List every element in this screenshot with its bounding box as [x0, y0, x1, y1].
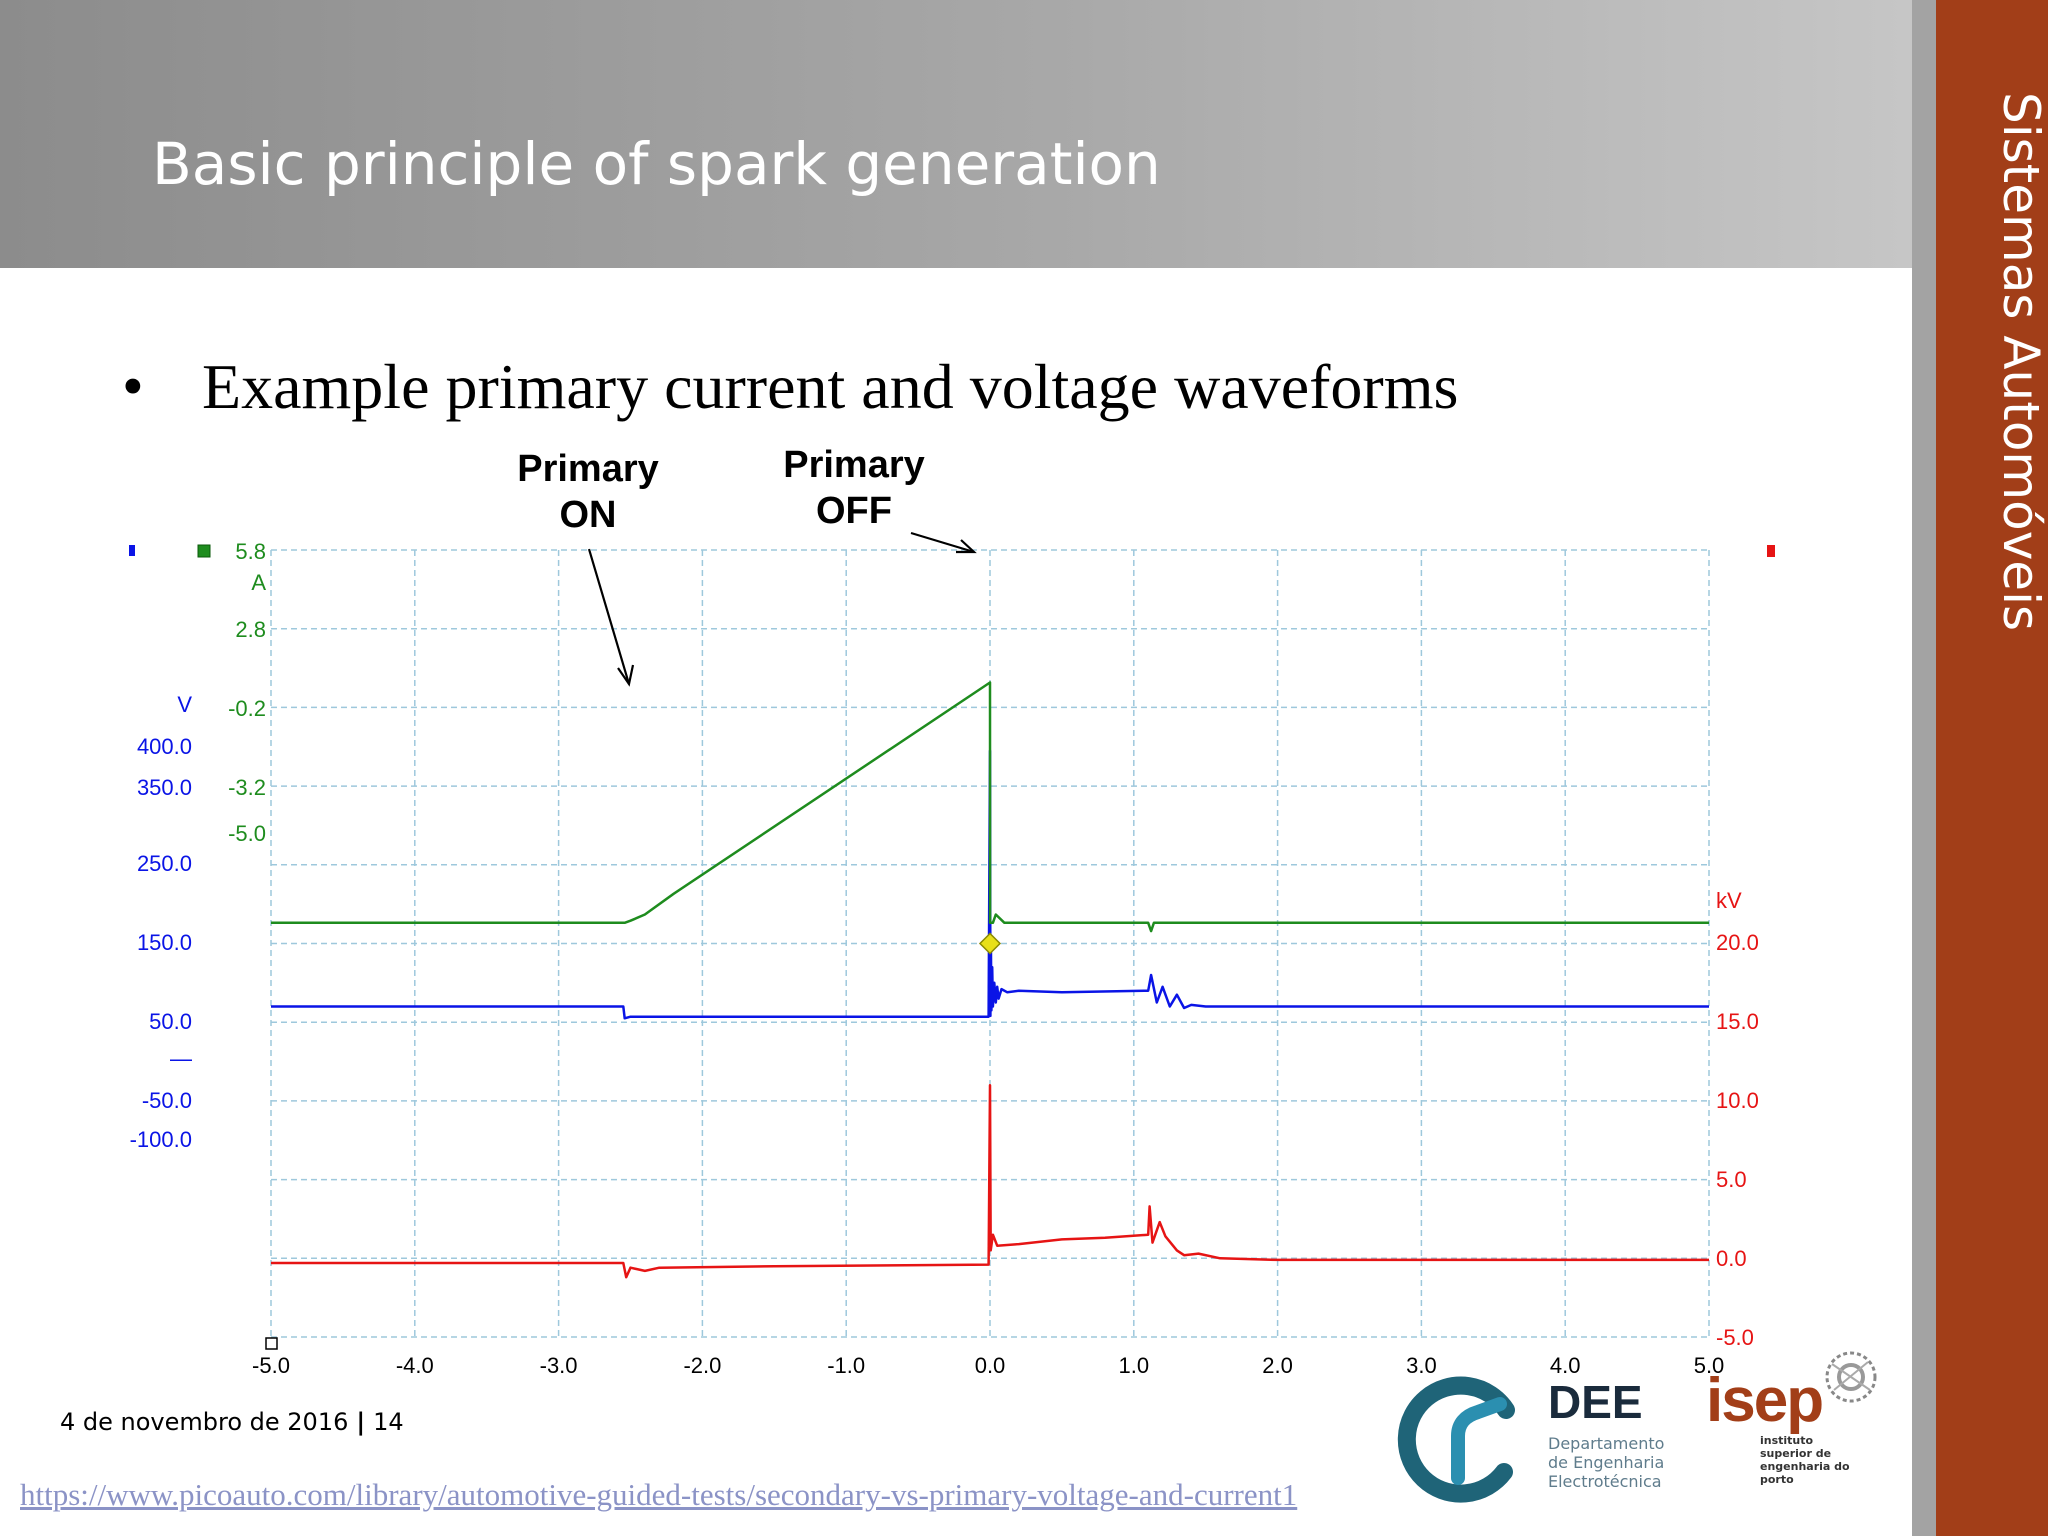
- x-tick-label: 0.0: [975, 1353, 1006, 1378]
- callout-off-arrow-head: [956, 539, 977, 554]
- x-tick-label: -1.0: [827, 1353, 865, 1378]
- secondary-tick-label: 0.0: [1716, 1246, 1747, 1271]
- bullet-marker: •: [122, 353, 144, 421]
- voltage-tick-label: 150.0: [137, 930, 192, 955]
- current-tick-label: -5.0: [228, 821, 266, 846]
- x-tick-label: -3.0: [540, 1353, 578, 1378]
- secondary-voltage-line: [271, 1083, 1709, 1279]
- voltage-tick-label: -50.0: [142, 1088, 192, 1113]
- callout-on-line2: ON: [559, 494, 617, 536]
- callout-off-arrow-line: [910, 531, 975, 554]
- x-tick-label: 1.0: [1119, 1353, 1150, 1378]
- isep-line-1: instituto: [1760, 1434, 1814, 1447]
- current-tick-label: -3.2: [228, 775, 266, 800]
- voltage-tick-label: 400.0: [137, 734, 192, 759]
- trigger-marker: [978, 932, 1002, 955]
- callout-off-line2: OFF: [816, 490, 892, 532]
- page-number: 14: [373, 1408, 404, 1436]
- bullet-text: Example primary current and voltage wave…: [202, 351, 1459, 422]
- chart-decorations: [129, 531, 1775, 1350]
- chart-grid: [270, 549, 1710, 1338]
- isep-line-2: superior de: [1760, 1447, 1832, 1460]
- voltage-tick-label: 250.0: [137, 851, 192, 876]
- secondary-tick-label: kV: [1716, 888, 1742, 913]
- isep-crest-icon: [1825, 1351, 1877, 1403]
- voltage-tick-label: V: [177, 692, 192, 717]
- secondary-tick-label: 20.0: [1716, 930, 1759, 955]
- callout-primary-off: Primary OFF: [774, 442, 934, 534]
- current-channel-marker: [197, 544, 211, 558]
- dee-logo: DEE Departamento de Engenharia Electroté…: [1548, 1378, 1664, 1491]
- current-tick-label: A: [251, 570, 266, 595]
- secondary-channel-marker: [1767, 545, 1775, 557]
- x-tick-label: 5.0: [1694, 1353, 1725, 1378]
- x-tick-label: 2.0: [1262, 1353, 1293, 1378]
- x-tick-label: -4.0: [396, 1353, 434, 1378]
- dee-line-2: de Engenharia: [1548, 1453, 1665, 1472]
- x-tick-label: 4.0: [1550, 1353, 1581, 1378]
- secondary-axis-ticks: kV 20.0 15.0 10.0 5.0 0.0 -5.0: [1716, 888, 1759, 1350]
- title-bar: Basic principle of spark generation: [0, 0, 1912, 268]
- voltage-axis-ticks: V 400.0 350.0 250.0 150.0 50.0 — -50.0 -100.0: [130, 692, 193, 1152]
- side-band: [1936, 0, 2048, 1536]
- dee-line-1: Departamento: [1548, 1434, 1665, 1453]
- voltage-tick-label: —: [170, 1046, 192, 1071]
- origin-marker: [265, 1337, 278, 1350]
- current-tick-label: 2.8: [235, 617, 266, 642]
- side-divider: [1912, 0, 1936, 1536]
- current-axis-ticks: 5.8 A 2.8 -0.2 -3.2 -5.0: [228, 539, 266, 846]
- current-tick-label: -0.2: [228, 696, 266, 721]
- secondary-tick-label: -5.0: [1716, 1325, 1754, 1350]
- isep-logo: isep instituto superior de engenharia do…: [1706, 1366, 1850, 1487]
- x-tick-label: -2.0: [683, 1353, 721, 1378]
- voltage-tick-label: 350.0: [137, 775, 192, 800]
- callout-on-arrow-head: [617, 664, 635, 687]
- footer-date: 4 de novembro de 2016: [60, 1408, 349, 1436]
- dee-name: DEE: [1548, 1376, 1643, 1428]
- dee-logo-icon: [1397, 1376, 1515, 1503]
- footer: 4 de novembro de 2016 | 14: [60, 1408, 404, 1436]
- voltage-channel-marker: [129, 545, 135, 556]
- x-tick-label: 3.0: [1406, 1353, 1437, 1378]
- callout-off-line1: Primary: [783, 444, 925, 486]
- isep-name: isep: [1706, 1366, 1824, 1435]
- primary-current-line: [271, 681, 1709, 933]
- voltage-tick-label: -100.0: [130, 1127, 192, 1152]
- dee-line-3: Electrotécnica: [1548, 1472, 1662, 1491]
- secondary-tick-label: 5.0: [1716, 1167, 1747, 1192]
- secondary-tick-label: 15.0: [1716, 1009, 1759, 1034]
- current-tick-label: 5.8: [235, 539, 266, 564]
- callout-primary-on: Primary ON: [508, 446, 668, 538]
- callout-on-line1: Primary: [517, 448, 659, 490]
- slide-title: Basic principle of spark generation: [152, 130, 1161, 198]
- footer-separator: |: [356, 1408, 366, 1436]
- voltage-tick-label: 50.0: [149, 1009, 192, 1034]
- source-link[interactable]: https://www.picoauto.com/library/automot…: [20, 1477, 1298, 1512]
- callout-on-arrow-line: [587, 548, 631, 685]
- x-axis-ticks: -5.0 -4.0 -3.0 -2.0 -1.0 0.0 1.0 2.0 3.0 4.0 5.0: [252, 1353, 1724, 1378]
- x-tick-label: -5.0: [252, 1353, 290, 1378]
- isep-line-4: porto: [1760, 1473, 1794, 1486]
- secondary-tick-label: 10.0: [1716, 1088, 1759, 1113]
- chart-series: [271, 681, 1709, 1279]
- isep-line-3: engenharia do: [1760, 1460, 1850, 1473]
- side-label: Sistemas Automóveis: [1992, 92, 2048, 632]
